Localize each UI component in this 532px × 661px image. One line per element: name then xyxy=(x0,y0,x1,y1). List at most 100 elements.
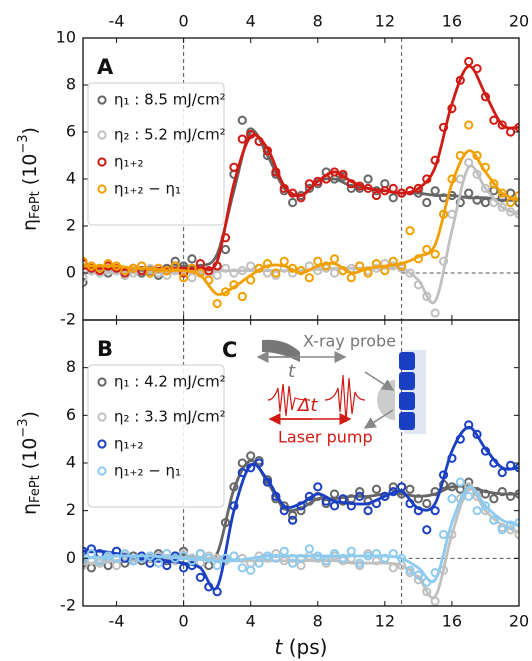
panel-label: C xyxy=(222,338,237,362)
data-point xyxy=(497,202,507,212)
data-point xyxy=(220,244,231,255)
legend-marker xyxy=(97,130,107,140)
y-tick-label: 6 xyxy=(66,122,76,141)
data-point xyxy=(430,308,440,318)
legend-label: η₁₊₂ xyxy=(114,435,143,453)
data-point xyxy=(480,501,491,511)
t-label: t xyxy=(288,361,296,382)
data-point xyxy=(237,115,247,125)
data-point xyxy=(355,558,365,568)
data-point xyxy=(304,183,314,193)
x-label-unit: (ps) xyxy=(282,635,327,659)
data-point xyxy=(313,176,323,186)
x-tick-label: 20 xyxy=(509,12,529,31)
data-point xyxy=(304,273,314,283)
data-point xyxy=(422,525,432,535)
data-point xyxy=(405,565,415,575)
data-point xyxy=(288,558,298,568)
y-tick-label: 10 xyxy=(56,28,76,47)
legend-label: η₂ : 3.3 mJ/cm² xyxy=(114,408,226,426)
data-point xyxy=(447,494,457,504)
data-point xyxy=(204,560,214,571)
atom xyxy=(399,412,415,430)
data-point xyxy=(355,261,365,271)
legend-box xyxy=(87,364,225,508)
data-point xyxy=(271,268,281,278)
data-point xyxy=(313,482,323,492)
y-tick-label: 4 xyxy=(66,453,76,472)
fit-line xyxy=(83,149,519,296)
data-point xyxy=(237,563,247,573)
legend-marker xyxy=(97,377,107,387)
data-point xyxy=(296,560,306,571)
data-point xyxy=(422,197,432,208)
x-tick-label: 0 xyxy=(179,12,189,31)
data-point xyxy=(497,120,507,130)
data-point xyxy=(514,190,519,201)
data-point xyxy=(204,266,214,276)
data-point xyxy=(472,506,482,516)
data-point xyxy=(187,254,197,264)
data-point xyxy=(246,565,256,575)
x-tick-label: 16 xyxy=(442,612,462,631)
series xyxy=(83,120,519,309)
y-tick-label: 8 xyxy=(66,75,76,94)
x-tick-label: 8 xyxy=(313,612,323,631)
data-point xyxy=(304,179,314,189)
y-axis-label: ηFePt (10−3) xyxy=(16,127,43,231)
y-tick-label: -2 xyxy=(60,596,76,615)
data-point xyxy=(153,558,164,568)
x-tick-label: 0 xyxy=(179,612,189,631)
panel-label: B xyxy=(97,337,113,361)
data-point xyxy=(212,270,222,280)
y-tick-label: 2 xyxy=(66,216,76,235)
y-label-symbol: η xyxy=(19,503,41,515)
data-point xyxy=(489,494,499,504)
data-point xyxy=(371,190,382,201)
data-point xyxy=(212,560,222,571)
atom xyxy=(399,392,415,410)
probe-out xyxy=(363,409,394,429)
y-tick-label: 6 xyxy=(66,405,76,424)
y-label-close: ) xyxy=(19,411,41,418)
legend-marker xyxy=(97,184,107,194)
data-point xyxy=(464,56,474,67)
data-point xyxy=(355,491,365,501)
y-label-subscript: FePt xyxy=(28,191,43,219)
data-point xyxy=(405,268,415,278)
legend-label: η₁₊₂ − η₁ xyxy=(114,180,181,198)
fit-line xyxy=(83,164,519,305)
data-point xyxy=(329,268,340,278)
data-point xyxy=(304,544,314,554)
data-point xyxy=(279,546,289,556)
data-point xyxy=(288,515,298,525)
data-point xyxy=(422,498,432,509)
data-point xyxy=(288,197,298,208)
fit-line xyxy=(83,425,519,591)
legend-label: η₁ : 8.5 mJ/cm² xyxy=(114,91,226,109)
data-point xyxy=(388,482,398,492)
x-axis-label: t (ps) xyxy=(275,635,328,659)
data-point xyxy=(187,273,197,283)
data-point xyxy=(195,548,205,559)
y-tick-label: 0 xyxy=(66,548,76,567)
y-label-exponent: −3 xyxy=(16,418,31,437)
data-point xyxy=(480,197,491,208)
legend-marker xyxy=(97,95,107,105)
y-label-unit: (10 xyxy=(19,438,41,476)
data-point xyxy=(346,273,356,283)
x-tick-label: 12 xyxy=(375,612,395,631)
legend-label: η₁₊₂ xyxy=(114,153,143,171)
data-point xyxy=(187,556,197,566)
fit-line xyxy=(83,485,519,584)
data-point xyxy=(455,477,465,487)
probe-in xyxy=(364,371,395,391)
pump-pulse xyxy=(267,383,311,417)
data-point xyxy=(237,291,247,302)
data-point xyxy=(430,506,440,516)
data-point xyxy=(254,558,264,568)
data-point xyxy=(346,546,356,556)
data-point xyxy=(464,491,474,501)
data-point xyxy=(405,484,415,494)
y-label-exponent: −3 xyxy=(16,134,31,153)
